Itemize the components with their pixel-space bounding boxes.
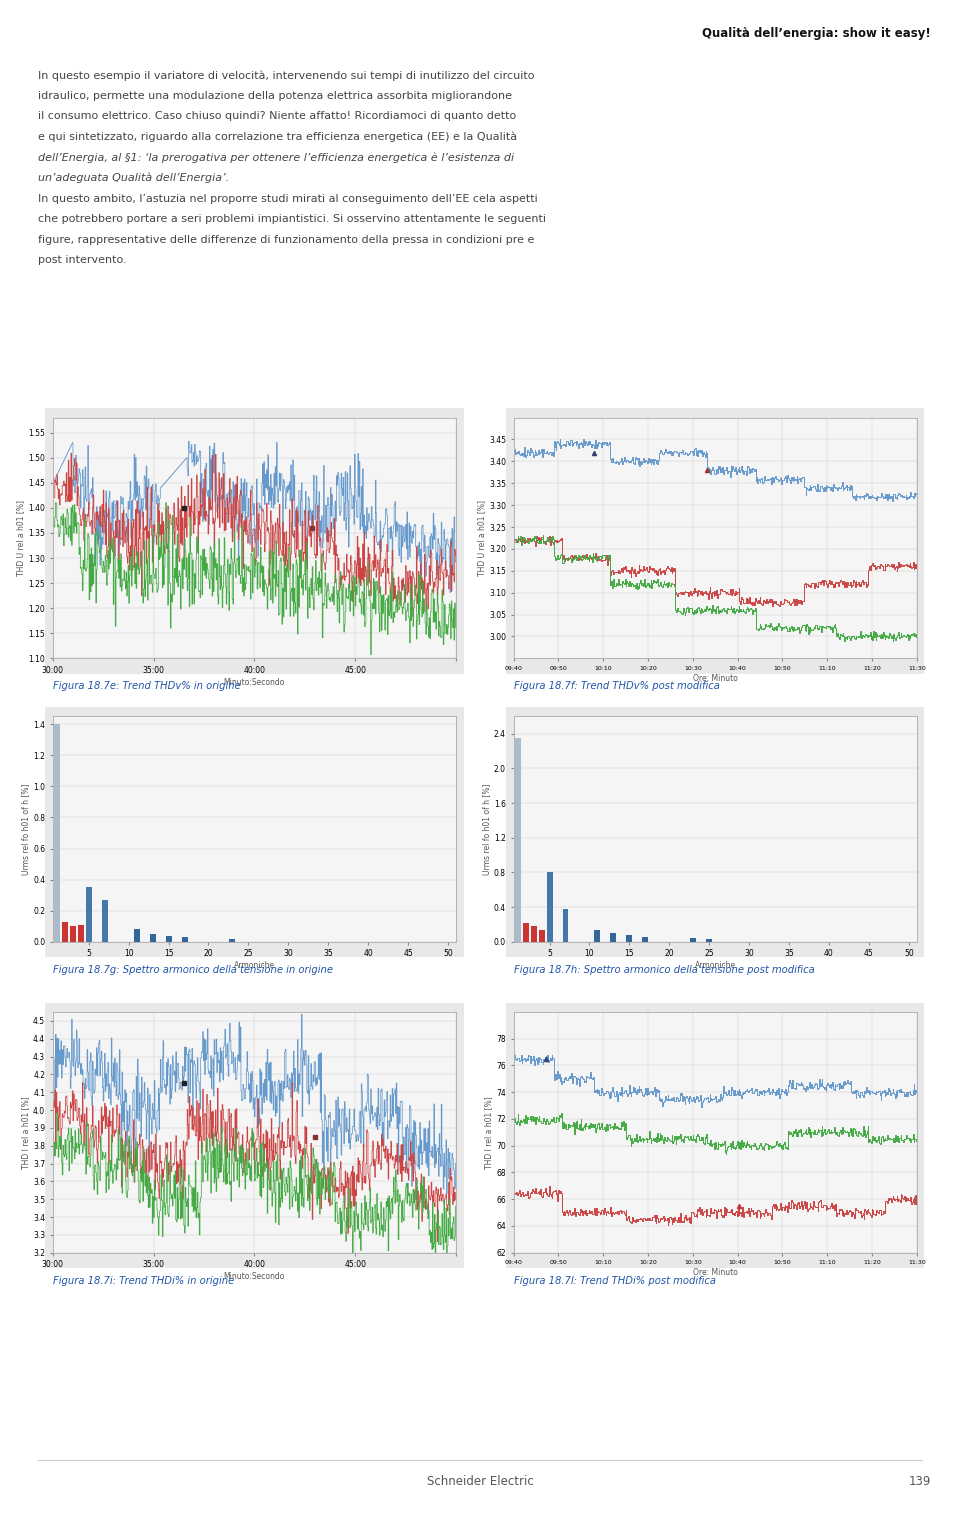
Bar (229, 939, 235, 942)
Bar (515, 738, 520, 942)
Bar (133, 930, 139, 942)
Bar (165, 936, 172, 942)
FancyBboxPatch shape (493, 401, 937, 681)
Text: Schneider Electric: Schneider Electric (426, 1475, 534, 1489)
Y-axis label: THD I rel a h01 [%]: THD I rel a h01 [%] (21, 1096, 31, 1169)
X-axis label: Ore: Minuto: Ore: Minuto (693, 674, 737, 683)
Text: post intervento.: post intervento. (38, 255, 127, 265)
Text: dell’Energia, al §1: ‘la prerogativa per ottenere l’efficienza energetica è l’es: dell’Energia, al §1: ‘la prerogativa per… (38, 152, 515, 163)
X-axis label: Armoniche: Armoniche (234, 962, 275, 971)
Bar (539, 930, 544, 942)
Text: In questo ambito, l’astuzia nel proporre studi mirati al conseguimento dell’EE c: In questo ambito, l’astuzia nel proporre… (38, 194, 539, 204)
Bar (626, 934, 633, 942)
FancyBboxPatch shape (33, 700, 476, 965)
FancyBboxPatch shape (493, 700, 937, 965)
Bar (546, 872, 553, 942)
Bar (181, 937, 187, 942)
Text: Qualità dell’energia: show it easy!: Qualità dell’energia: show it easy! (703, 27, 931, 41)
Bar (61, 922, 68, 942)
Text: il consumo elettrico. Caso chiuso quindi? Niente affatto! Ricordiamoci di quanto: il consumo elettrico. Caso chiuso quindi… (38, 111, 516, 122)
Bar (78, 925, 84, 942)
Bar (85, 887, 92, 942)
Y-axis label: THD U rel a h01 [%]: THD U rel a h01 [%] (16, 500, 26, 576)
X-axis label: Minuto:Secondo: Minuto:Secondo (224, 1273, 285, 1282)
Bar (642, 937, 648, 942)
FancyBboxPatch shape (33, 401, 476, 681)
Bar (102, 899, 108, 942)
Text: Figura 18.7i: Trend THDi% in origine: Figura 18.7i: Trend THDi% in origine (53, 1276, 234, 1286)
Bar (150, 934, 156, 942)
Y-axis label: Urms rel fo h01 of h [%]: Urms rel fo h01 of h [%] (21, 783, 31, 875)
Bar (611, 933, 616, 942)
Bar (690, 939, 696, 942)
Text: Figura 18.7f: Trend THDv% post modifica: Figura 18.7f: Trend THDv% post modifica (514, 681, 719, 692)
Bar (594, 930, 600, 942)
FancyBboxPatch shape (33, 995, 476, 1276)
Text: Figura 18.7e: Trend THDv% in origine: Figura 18.7e: Trend THDv% in origine (53, 681, 241, 692)
Text: che potrebbero portare a seri problemi impiantistici. Si osservino attentamente : che potrebbero portare a seri problemi i… (38, 213, 546, 224)
Bar (522, 922, 529, 942)
Bar (707, 939, 712, 942)
Text: Figura 18.7g: Spettro armonico della tensione in origine: Figura 18.7g: Spettro armonico della ten… (53, 965, 333, 975)
Text: Figura 18.7h: Spettro armonico della tensione post modifica: Figura 18.7h: Spettro armonico della ten… (514, 965, 814, 975)
Bar (54, 724, 60, 942)
Text: Figura 18.7l: Trend THDi% post modifica: Figura 18.7l: Trend THDi% post modifica (514, 1276, 715, 1286)
X-axis label: Minuto:Secondo: Minuto:Secondo (224, 678, 285, 687)
Text: 139: 139 (909, 1475, 931, 1489)
Text: e qui sintetizzato, riguardo alla correlazione tra efficienza energetica (EE) e : e qui sintetizzato, riguardo alla correl… (38, 133, 517, 142)
FancyBboxPatch shape (493, 995, 937, 1276)
Bar (70, 927, 76, 942)
Y-axis label: THD I rel a h01 [%]: THD I rel a h01 [%] (485, 1096, 493, 1169)
Bar (563, 908, 568, 942)
X-axis label: Armoniche: Armoniche (695, 962, 735, 971)
Bar (531, 927, 537, 942)
X-axis label: Ore: Minuto: Ore: Minuto (693, 1268, 737, 1277)
Text: un’adeguata Qualità dell’Energia’.: un’adeguata Qualità dell’Energia’. (38, 174, 229, 183)
Text: idraulico, permette una modulazione della potenza elettrica assorbita migliorand: idraulico, permette una modulazione dell… (38, 90, 513, 101)
Text: figure, rappresentative delle differenze di funzionamento della pressa in condiz: figure, rappresentative delle differenze… (38, 235, 535, 245)
Y-axis label: Urms rel fo h01 of h [%]: Urms rel fo h01 of h [%] (482, 783, 492, 875)
Text: In questo esempio il variatore di velocità, intervenendo sui tempi di inutilizzo: In questo esempio il variatore di veloci… (38, 70, 535, 81)
Y-axis label: THD U rel a h01 [%]: THD U rel a h01 [%] (477, 500, 486, 576)
